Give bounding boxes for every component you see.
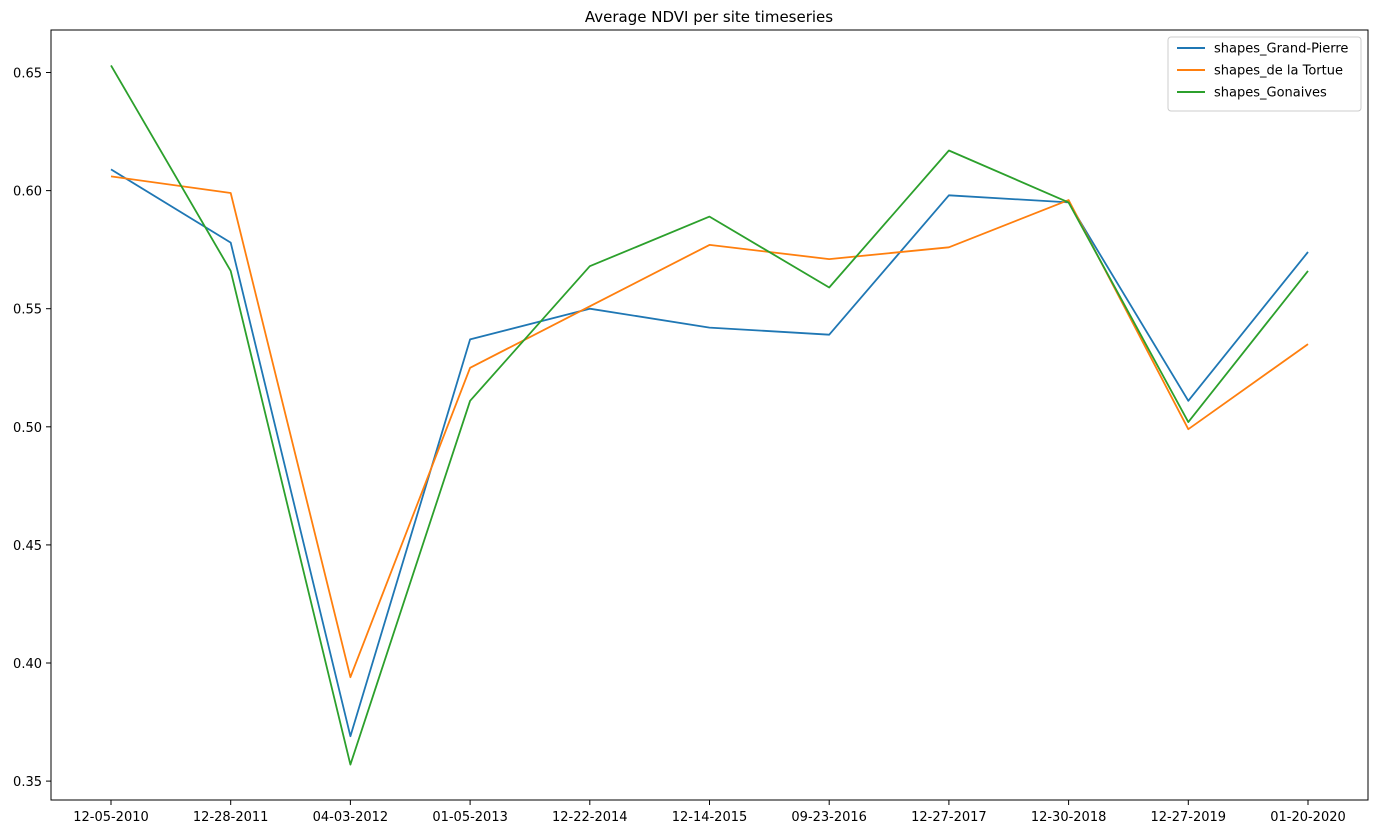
y-tick-label: 0.35 [13,775,42,790]
y-tick-label: 0.40 [13,657,42,672]
plot-area [51,30,1368,800]
series-layer [110,64,1309,766]
y-tick-label: 0.65 [13,67,42,82]
x-tick-label: 12-30-2018 [1031,810,1107,825]
x-tick-label: 09-23-2016 [791,810,867,825]
y-tick-label: 0.50 [13,421,42,436]
legend-entry: shapes_Grand-Pierre [1214,42,1348,57]
y-tick-label: 0.55 [13,303,42,318]
series-line-1 [110,168,1309,738]
x-tick-label: 12-14-2015 [672,810,748,825]
legend: shapes_Grand-Pierre shapes_de la Tortue sh… [1167,36,1362,112]
x-tick-label: 12-27-2019 [1151,810,1227,825]
y-tick-label: 0.45 [13,539,42,554]
x-tick-label: 12-05-2010 [73,810,149,825]
x-tick-label: 12-22-2014 [552,810,628,825]
x-tick-label: 04-03-2012 [313,810,389,825]
y-tick-label: 0.60 [13,185,42,200]
x-tick-label: 12-27-2017 [911,810,987,825]
axis-layer: 12-05-2010 12-28-2011 04-03-2012 01-05-2013… [13,67,1346,825]
legend-entry: shapes_de la Tortue [1214,64,1343,79]
legend-box [1167,36,1362,112]
series-line-3 [110,64,1309,766]
x-tick-label: 01-05-2013 [432,810,508,825]
x-tick-label: 12-28-2011 [193,810,269,825]
legend-entry: shapes_Gonaives [1214,86,1327,101]
x-tick-label: 01-20-2020 [1270,810,1346,825]
chart-title: Average NDVI per site timeseries [585,8,833,26]
